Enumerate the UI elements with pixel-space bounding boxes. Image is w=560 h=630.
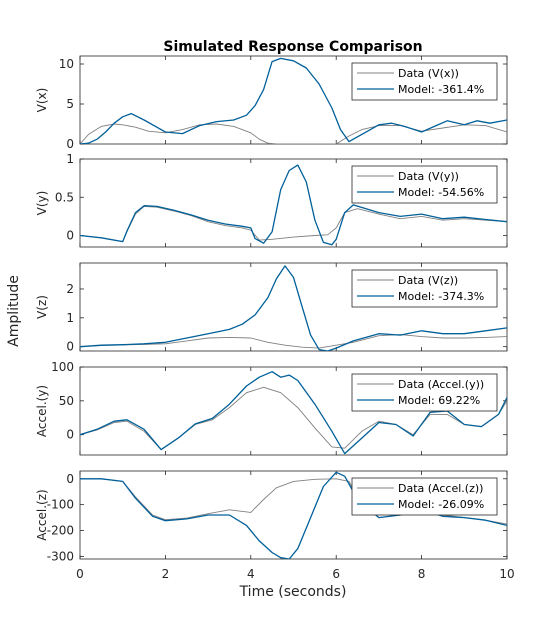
subplot-y-label: Accel.(y): [35, 385, 49, 437]
legend: Data (V(x)) Model: -361.4%: [351, 62, 498, 101]
subplot-1: 0 5 10 V(x) Data (V(x)) Model: -361.4%: [35, 55, 508, 151]
y-tick-label: 50: [59, 394, 74, 408]
y-tick-label: 0.5: [55, 190, 74, 204]
series-line-model: [80, 57, 507, 144]
y-tick-label: 0: [66, 472, 74, 486]
legend: Data (Accel.(y)) Model: 69.22%: [351, 373, 498, 412]
legend-entry-data: Data (V(z)): [398, 274, 458, 287]
y-tick-label: -200: [47, 524, 74, 538]
legend-entry-data: Data (V(y)): [398, 170, 459, 183]
y-tick-label: 100: [51, 360, 74, 374]
legend-entry-data: Data (V(x)): [398, 67, 459, 80]
legend-entry-model: Model: -26.09%: [398, 498, 484, 511]
series-line-data: [80, 334, 507, 349]
x-tick-label: 10: [499, 567, 514, 581]
legend-entry-model: Model: -54.56%: [398, 186, 484, 199]
y-tick-label: 0: [66, 340, 74, 354]
chart-title: Simulated Response Comparison: [163, 39, 422, 55]
subplot-2: 0 0.5 1 V(y) Data (V(y)) Model: -54.56%: [35, 152, 508, 248]
legend: Data (Accel.(z)) Model: -26.09%: [351, 477, 498, 516]
x-tick-label: 0: [76, 567, 84, 581]
legend-box: [351, 269, 498, 308]
x-tick-label: 2: [162, 567, 170, 581]
subplot-3: 0 1 2 V(z) Data (V(z)) Model: -374.3%: [35, 262, 508, 354]
subplot-y-label: Accel.(z): [35, 489, 49, 540]
y-tick-label: 5: [66, 97, 74, 111]
subplot-5: -300 -200 -100 0 Accel.(z) Data (Accel.(z)) Mo…: [35, 470, 508, 563]
y-tick-label: 1: [66, 311, 74, 325]
x-axis-label: Time (seconds): [239, 584, 347, 600]
y-tick-label: 0: [66, 229, 74, 243]
legend: Data (V(y)) Model: -54.56%: [351, 165, 498, 204]
subplot-y-label: V(x): [35, 88, 49, 113]
legend-box: [351, 477, 498, 516]
legend-entry-model: Model: 69.22%: [398, 394, 480, 407]
y-tick-label: -100: [47, 498, 74, 512]
x-tick-label: 4: [247, 567, 255, 581]
y-tick-label: 2: [66, 282, 74, 296]
series-line-data: [80, 386, 507, 451]
series-line-model: [80, 265, 507, 351]
y-axis-label: Amplitude: [6, 275, 22, 347]
y-tick-label: 10: [59, 57, 74, 71]
series-line-model: [80, 164, 507, 246]
legend-box: [351, 62, 498, 101]
legend-box: [351, 373, 498, 412]
legend-entry-data: Data (Accel.(z)): [398, 482, 483, 495]
subplot-y-label: V(y): [35, 191, 49, 216]
y-tick-label: 0: [66, 137, 74, 151]
series-line-model: [80, 371, 507, 455]
legend-entry-model: Model: -374.3%: [398, 290, 484, 303]
legend-box: [351, 165, 498, 204]
y-tick-label: 1: [66, 152, 74, 166]
y-tick-label: -300: [47, 549, 74, 563]
x-tick-label: 6: [332, 567, 340, 581]
x-tick-label: 8: [418, 567, 426, 581]
subplot-y-label: V(z): [35, 295, 49, 319]
legend: Data (V(z)) Model: -374.3%: [351, 269, 498, 308]
y-tick-label: 0: [66, 428, 74, 442]
legend-entry-model: Model: -361.4%: [398, 83, 484, 96]
legend-entry-data: Data (Accel.(y)): [398, 378, 484, 391]
